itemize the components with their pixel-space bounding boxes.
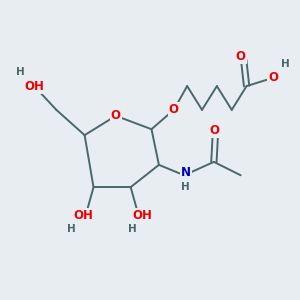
Text: O: O bbox=[209, 124, 219, 137]
Text: O: O bbox=[169, 103, 179, 116]
Text: OH: OH bbox=[133, 209, 152, 222]
Text: O: O bbox=[268, 71, 278, 84]
Text: O: O bbox=[236, 50, 246, 64]
Text: N: N bbox=[181, 166, 191, 179]
Text: H: H bbox=[67, 224, 76, 234]
Text: H: H bbox=[181, 182, 190, 192]
Text: H: H bbox=[128, 224, 136, 234]
Text: OH: OH bbox=[73, 209, 93, 222]
Text: H: H bbox=[281, 59, 290, 69]
Text: OH: OH bbox=[24, 80, 44, 94]
Text: H: H bbox=[16, 67, 25, 77]
Text: O: O bbox=[111, 109, 121, 122]
